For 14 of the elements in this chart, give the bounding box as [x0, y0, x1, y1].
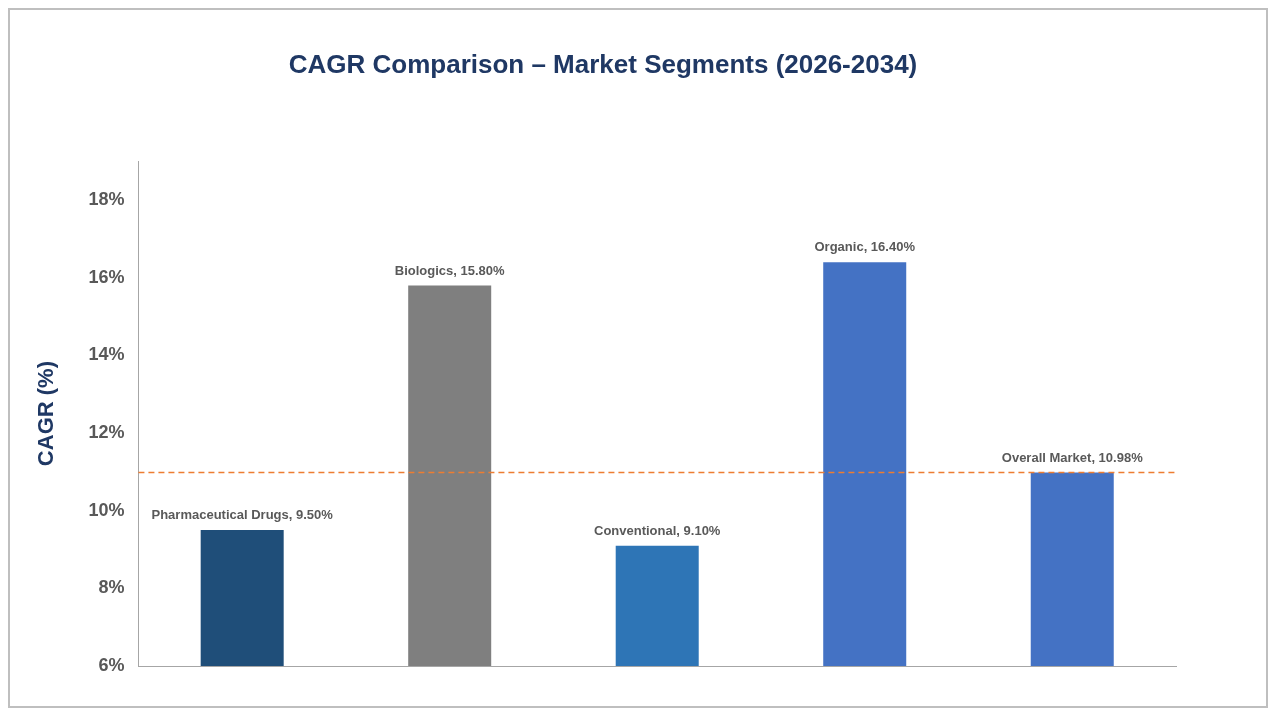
data-label: Organic, 16.40%: [814, 239, 916, 255]
y-tick-label: 18%: [88, 189, 125, 209]
y-tick-label: 10%: [88, 499, 125, 520]
data-label: Pharmaceutical Drugs, 9.50%: [151, 507, 334, 523]
y-axis-title: CAGR (%): [33, 361, 59, 467]
data-label: Biologics, 15.80%: [394, 262, 506, 278]
y-tick-label: 8%: [98, 577, 125, 598]
y-tick-label: 16%: [88, 266, 125, 287]
y-tick-label: 12%: [88, 421, 125, 442]
y-tick-label: 6%: [98, 654, 125, 675]
data-label: Overall Market, 10.98%: [1001, 449, 1144, 465]
chart-title: CAGR Comparison – Market Segments (2026-2034): [288, 48, 918, 79]
y-tick-label: 14%: [88, 344, 125, 365]
data-label: Conventional, 9.10%: [594, 522, 721, 538]
